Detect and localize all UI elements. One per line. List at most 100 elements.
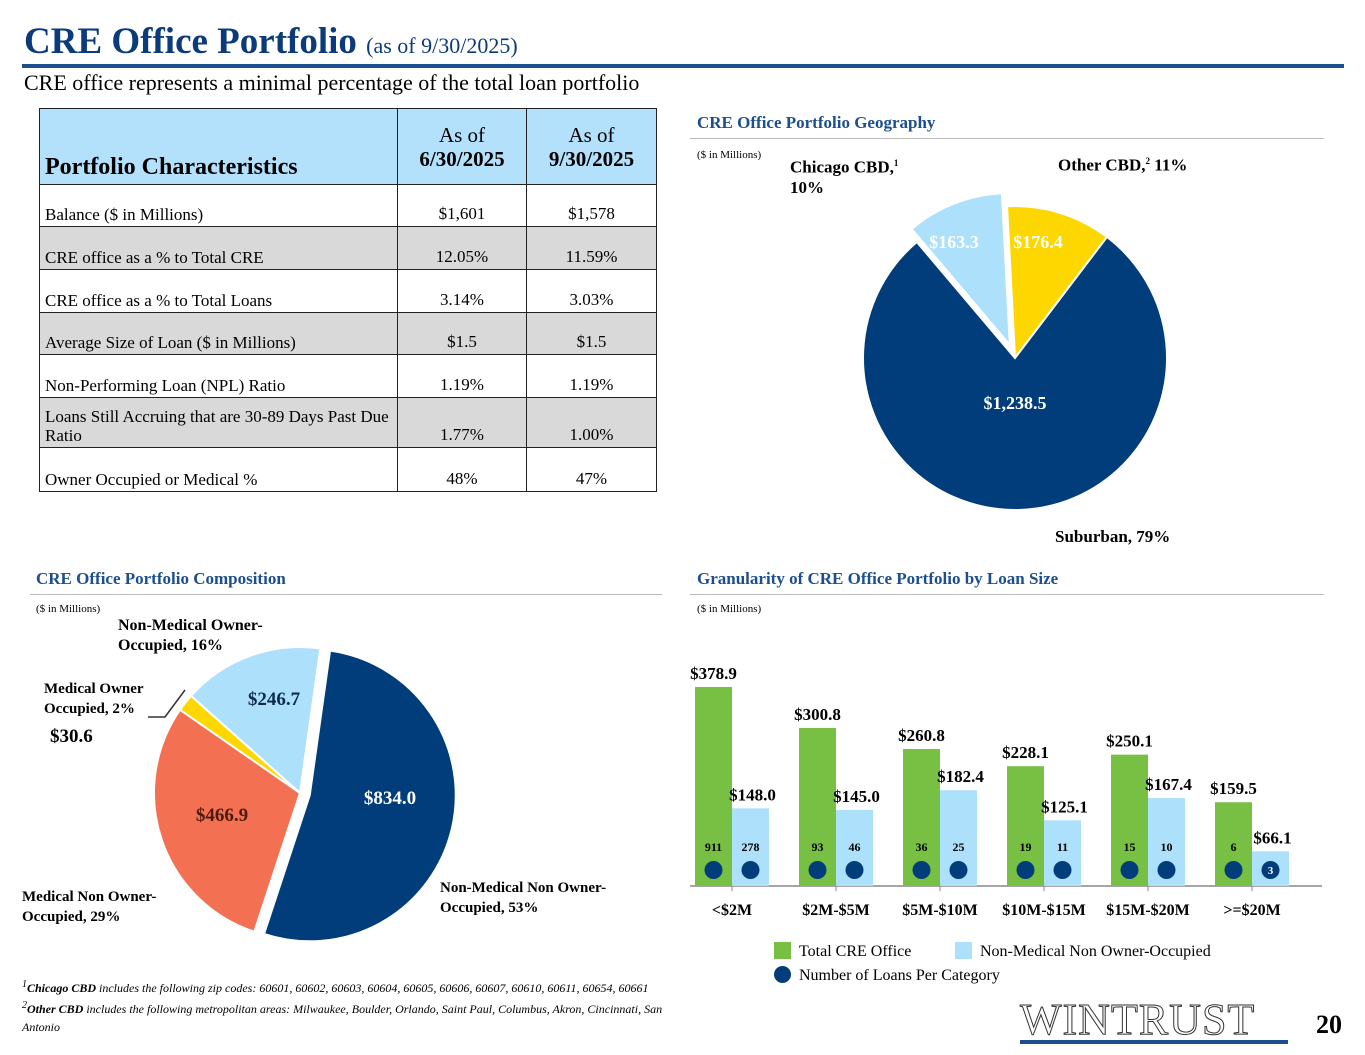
- footnote-1: 1Chicago CBD includes the following zip …: [22, 976, 702, 997]
- legend-count: Number of Loans Per Category: [774, 966, 1000, 985]
- bar-value-label: $378.9: [690, 664, 737, 683]
- other-sup: 2: [1145, 156, 1151, 166]
- row-value-q3: $1,578: [526, 184, 657, 227]
- bar-value-label: $66.1: [1253, 828, 1291, 847]
- table-header: Portfolio Characteristics As of 6/30/2025…: [39, 108, 657, 185]
- loan-count-marker: [808, 861, 827, 879]
- row-value-q2: 1.77%: [397, 397, 527, 448]
- legend-swatch-total: [774, 942, 791, 959]
- loan-count-marker: [949, 861, 968, 879]
- label-med-noo: Medical Non Owner-Occupied, 29%: [22, 889, 157, 925]
- nonmed-oo-name: Non-Medical Owner-Occupied: [118, 617, 263, 654]
- legend-nonmed: Non-Medical Non Owner-Occupied: [955, 942, 1211, 961]
- title-text: CRE Office Portfolio: [24, 21, 357, 62]
- label-med-oo: Medical Owner Occupied, 2%: [44, 681, 144, 717]
- chicago-pct: 10%: [790, 177, 824, 197]
- bar-value-label: $228.1: [1002, 743, 1049, 762]
- granularity-unit: ($ in Millions): [697, 603, 762, 615]
- loan-count-marker: [1120, 861, 1139, 879]
- pie-slice-other-cbd: [1005, 205, 1109, 361]
- row-value-q3: 3.03%: [526, 269, 657, 313]
- med-noo-pct: 29%: [90, 909, 121, 925]
- page-number: 20: [1316, 1010, 1342, 1039]
- x-tick-label: $15M-$20M: [1106, 902, 1190, 919]
- bar-total: [695, 687, 732, 886]
- pie-slice-suburban: [862, 235, 1168, 511]
- page-title: CRE Office Portfolio (as of 9/30/2025): [24, 20, 518, 63]
- header-q3-date: 9/30/2025: [548, 146, 635, 171]
- granularity-title: Granularity of CRE Office Portfolio by L…: [697, 569, 1059, 588]
- header-q2-asof: As of: [438, 122, 486, 147]
- footnotes: 1Chicago CBD includes the following zip …: [22, 976, 702, 1036]
- slice-value-label: $834.0: [364, 788, 416, 809]
- x-tick-label: <$2M: [712, 902, 752, 919]
- bar-value-label: $167.4: [1145, 775, 1192, 794]
- loan-count-label: 25: [953, 840, 965, 854]
- fn2-sup: 2: [22, 1000, 27, 1011]
- footnote-2: 2Other CBD includes the following metrop…: [22, 997, 702, 1036]
- row-value-q3: 47%: [526, 447, 657, 492]
- title-date: (as of 9/30/2025): [366, 33, 518, 58]
- med-oo-value: $30.6: [50, 726, 93, 747]
- loan-count-marker: [1016, 861, 1035, 879]
- bar-value-label: $145.0: [833, 787, 880, 806]
- row-value-q2: 1.19%: [397, 354, 527, 398]
- title-divider: [22, 64, 1344, 68]
- loan-count-label: 10: [1161, 840, 1173, 854]
- bar-value-label: $125.1: [1041, 797, 1088, 816]
- fn1-bold: Chicago CBD: [27, 981, 97, 995]
- pie-slice-non-medical-owner-occupied: [189, 646, 322, 795]
- row-value-q2: $1,601: [397, 184, 527, 227]
- composition-title: CRE Office Portfolio Composition: [36, 569, 286, 588]
- loan-count-marker: [1053, 861, 1072, 879]
- label-nonmed-oo: Non-Medical Owner-Occupied, 16%: [118, 617, 263, 654]
- bar-total: [799, 728, 836, 886]
- fn1-text: includes the following zip codes: 60601,…: [96, 981, 649, 995]
- slice-value-label: $466.9: [196, 805, 248, 826]
- nonmed-noo-pct: 53%: [508, 900, 539, 916]
- table-row: CRE office as a % to Total CRE 12.05% 11.5…: [39, 226, 657, 270]
- logo-underline: [1020, 1040, 1288, 1044]
- bar-value-label: $250.1: [1106, 732, 1153, 751]
- row-value-q3: 11.59%: [526, 226, 657, 270]
- wintrust-logo: WINTRUST: [1019, 995, 1256, 1045]
- bar-value-label: $159.5: [1210, 779, 1257, 798]
- portfolio-characteristics-table: Portfolio Characteristics As of 6/30/2025…: [39, 108, 657, 492]
- header-q2-date: 6/30/2025: [419, 146, 505, 171]
- x-tick-label: $5M-$10M: [902, 902, 978, 919]
- legend-nonmed-label: Non-Medical Non Owner-Occupied: [980, 943, 1211, 960]
- suburban-name: Suburban: [1055, 527, 1128, 546]
- header-q2: As of 6/30/2025: [397, 108, 527, 185]
- row-value-q2: $1.5: [397, 312, 527, 355]
- fn2-text: includes the following metropolitan area…: [22, 1002, 663, 1034]
- loan-count-label: 36: [916, 840, 928, 854]
- bar-value-label: $300.8: [794, 705, 841, 724]
- legend-swatch-nonmed: [955, 942, 972, 959]
- loan-count-marker: [912, 861, 931, 879]
- label-nonmed-noo: Non-Medical Non Owner-Occupied, 53%: [440, 880, 607, 916]
- header-q3-asof: As of: [568, 122, 615, 147]
- row-label: Average Size of Loan ($ in Millions): [39, 312, 398, 355]
- loan-count-marker: [704, 861, 723, 879]
- med-oo-pct: 2%: [112, 701, 135, 717]
- loan-count-label: 11: [1057, 840, 1068, 854]
- loan-count-label: 278: [742, 840, 760, 854]
- loan-count-marker: [741, 861, 760, 879]
- loan-count-marker: [1224, 861, 1243, 879]
- x-tick-label: $2M-$5M: [802, 902, 870, 919]
- nonmed-oo-pct: 16%: [190, 637, 223, 654]
- granularity-divider: [690, 594, 1324, 595]
- row-value-q2: 48%: [397, 447, 527, 492]
- geography-divider: [690, 138, 1324, 139]
- x-tick-label: $10M-$15M: [1002, 902, 1086, 919]
- table-row: Owner Occupied or Medical % 48% 47%: [39, 447, 657, 492]
- loan-count-label: 46: [849, 840, 861, 854]
- loan-count-marker: [1261, 861, 1280, 879]
- loan-count-marker: [1157, 861, 1176, 879]
- callout-line: [148, 689, 186, 718]
- table-row: Non-Performing Loan (NPL) Ratio 1.19% 1.19…: [39, 354, 657, 398]
- table-row: Balance ($ in Millions) $1,601 $1,578: [39, 184, 657, 227]
- loan-count-label: 15: [1124, 840, 1136, 854]
- loan-count-label: 3: [1268, 865, 1274, 877]
- row-value-q3: $1.5: [526, 312, 657, 355]
